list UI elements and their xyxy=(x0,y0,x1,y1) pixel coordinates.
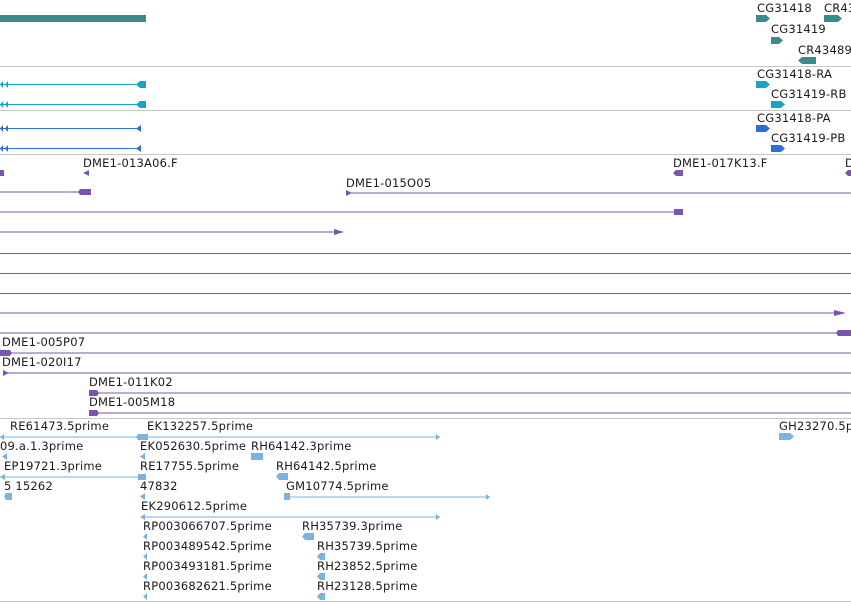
bac-end-truncated[interactable] xyxy=(845,170,851,176)
est-ep19721[interactable] xyxy=(0,473,150,481)
bac-label-dme1-011k02[interactable]: DME1-011K02 xyxy=(89,375,173,389)
est-rp003489542[interactable] xyxy=(143,553,149,560)
est-label-rp003489542[interactable]: RP003489542.5prime xyxy=(143,539,272,553)
est-label-ek052630[interactable]: EK052630.5prime xyxy=(140,439,247,453)
gene-label-cg31419[interactable]: CG31419 xyxy=(771,22,826,36)
est-5-15262[interactable] xyxy=(4,493,14,500)
gene-label-cr43489[interactable]: CR43489 xyxy=(798,43,851,57)
est-label-re61473[interactable]: RE61473.5prime xyxy=(10,419,110,433)
bac-clone-row-6[interactable] xyxy=(0,273,851,274)
est-label-rp003493181[interactable]: RP003493181.5prime xyxy=(143,559,272,573)
gene-label-cg31418[interactable]: CG31418 xyxy=(757,1,812,15)
bac-clone-015o05[interactable] xyxy=(346,189,851,197)
rna-transcript-1[interactable] xyxy=(0,80,150,89)
bac-clone-row-5[interactable] xyxy=(0,253,851,254)
bac-clone-row-4[interactable] xyxy=(0,228,346,236)
gene-feature-cr43[interactable] xyxy=(824,15,842,22)
est-label-re17755[interactable]: RE17755.5prime xyxy=(140,459,240,473)
est-rh64142-3[interactable] xyxy=(251,453,265,460)
bac-clone-row-1[interactable] xyxy=(0,188,95,196)
bac-label-dme1-013a06-f[interactable]: DME1-013A06.F xyxy=(83,156,178,170)
gene-feature-cr43489[interactable] xyxy=(798,57,816,64)
est-rp003682621[interactable] xyxy=(143,593,149,600)
bac-clone-005m18[interactable] xyxy=(89,409,851,417)
est-rh64142-5[interactable] xyxy=(276,473,290,480)
rna-transcript-2[interactable] xyxy=(0,100,150,109)
bac-clone-row-8[interactable] xyxy=(0,309,851,317)
protein-feature-1[interactable] xyxy=(0,124,145,133)
est-label-rh64142-3[interactable]: RH64142.3prime xyxy=(251,439,352,453)
est-09a13[interactable] xyxy=(2,453,10,460)
est-label-rh23852[interactable]: RH23852.5prime xyxy=(317,559,418,573)
gene-feature-bar[interactable] xyxy=(0,15,146,22)
bac-clone-row-9[interactable] xyxy=(0,329,851,337)
est-rh35739-3[interactable] xyxy=(302,533,316,540)
est-rh23852[interactable] xyxy=(317,573,327,580)
bac-end-017k13[interactable] xyxy=(673,170,683,176)
bac-clone-011k02[interactable] xyxy=(89,389,851,397)
rna-label-cg31419-rb[interactable]: CG31419-RB xyxy=(771,87,847,101)
est-label-rh35739-3[interactable]: RH35739.3prime xyxy=(302,519,403,533)
est-rh23128[interactable] xyxy=(317,593,327,600)
bac-end-marker[interactable] xyxy=(0,170,5,176)
est-label-5-15262[interactable]: 5 15262 xyxy=(4,479,53,493)
est-ek290612[interactable] xyxy=(140,513,442,521)
bac-clone-row-3[interactable] xyxy=(0,208,685,216)
bac-clone-020i17[interactable] xyxy=(0,369,851,377)
est-rp003066707[interactable] xyxy=(143,533,149,540)
protein-track: CG31418-PA CG31419-PB xyxy=(0,111,851,154)
protein-label-cg31419-pb[interactable]: CG31419-PB xyxy=(771,131,846,145)
est-label-rh23128[interactable]: RH23128.5prime xyxy=(317,579,418,593)
protein-label-cg31418-pa[interactable]: CG31418-PA xyxy=(757,111,831,125)
est-label-gm10774[interactable]: GM10774.5prime xyxy=(286,479,389,493)
est-label-rh35739-5[interactable]: RH35739.5prime xyxy=(317,539,418,553)
bac-label-dme1-020i17[interactable]: DME1-020I17 xyxy=(2,355,82,369)
track-separator xyxy=(0,418,851,419)
rna-track: CG31418-RA CG31419-RB xyxy=(0,67,851,110)
bac-track: DME1-013A06.F DME1-017K13.F D DME1-015O0… xyxy=(0,155,851,418)
est-label-09a13[interactable]: 09.a.1.3prime xyxy=(0,439,84,453)
gene-label-cr43[interactable]: CR43 xyxy=(824,1,851,15)
rna-feature-cg31419-rb[interactable] xyxy=(771,101,785,108)
protein-feature-cg31418-pa[interactable] xyxy=(756,125,770,132)
est-47832[interactable] xyxy=(140,493,148,500)
track-separator xyxy=(0,66,851,67)
rna-feature-cg31418-ra[interactable] xyxy=(756,81,770,88)
bac-clone-row-7[interactable] xyxy=(0,293,851,294)
protein-feature-cg31419-pb[interactable] xyxy=(771,145,785,152)
est-rp003493181[interactable] xyxy=(143,573,149,580)
est-label-rh64142-5[interactable]: RH64142.5prime xyxy=(276,459,377,473)
track-separator xyxy=(0,154,851,155)
est-label-gh23270[interactable]: GH23270.5p xyxy=(779,419,851,433)
est-track: RE61473.5prime EK132257.5prime GH23270.5… xyxy=(0,419,851,602)
est-rh35739-5[interactable] xyxy=(317,553,327,560)
gene-track: CG31418 CR43 CG31419 CR43489 xyxy=(0,0,851,66)
est-ek132257[interactable] xyxy=(140,433,442,441)
protein-feature-2[interactable] xyxy=(0,144,145,153)
track-separator xyxy=(0,110,851,111)
bac-label-dme1-005p07[interactable]: DME1-005P07 xyxy=(2,335,86,349)
est-label-rp003066707[interactable]: RP003066707.5prime xyxy=(143,519,272,533)
est-label-47832[interactable]: 47832 xyxy=(140,479,178,493)
est-ek052630[interactable] xyxy=(140,453,148,460)
bac-label-dme1-017k13-f[interactable]: DME1-017K13.F xyxy=(673,156,768,170)
bac-label-dme1-015o05[interactable]: DME1-015O05 xyxy=(346,176,432,190)
bac-label-truncated[interactable]: D xyxy=(845,156,851,170)
est-label-ep19721[interactable]: EP19721.3prime xyxy=(4,459,103,473)
est-label-ek290612[interactable]: EK290612.5prime xyxy=(141,499,248,513)
bac-end-013a06[interactable] xyxy=(83,170,89,176)
gene-feature-cg31419[interactable] xyxy=(771,37,783,44)
bac-clone-005p07[interactable] xyxy=(0,349,851,357)
est-gm10774[interactable] xyxy=(284,493,494,501)
gene-feature-cg31418[interactable] xyxy=(756,15,770,22)
est-label-rp003682621[interactable]: RP003682621.5prime xyxy=(143,579,272,593)
est-gh23270[interactable] xyxy=(779,433,795,440)
est-label-ek132257[interactable]: EK132257.5prime xyxy=(147,419,254,433)
bac-label-dme1-005m18[interactable]: DME1-005M18 xyxy=(89,395,176,409)
rna-label-cg31418-ra[interactable]: CG31418-RA xyxy=(757,67,833,81)
